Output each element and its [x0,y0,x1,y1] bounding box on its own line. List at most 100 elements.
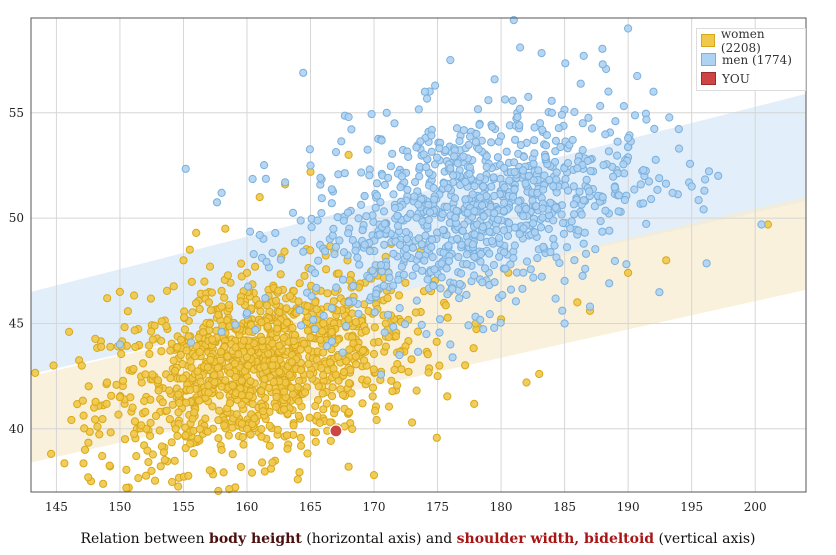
women-point [413,327,422,336]
men-point [389,281,398,290]
women-point [184,471,193,480]
men-swatch-icon [701,53,716,66]
women-point [286,292,295,301]
men-point [442,264,451,273]
men-point [524,171,533,180]
women-point [239,440,248,449]
women-point [31,368,40,377]
men-point [331,148,341,157]
men-point [337,137,346,146]
women-point [231,373,240,382]
women-point [304,345,313,354]
women-point [228,423,237,432]
women-point [174,390,183,399]
women-point [381,342,390,351]
women-point [176,350,185,360]
men-point [510,135,520,144]
men-point [701,175,710,184]
men-point [530,136,539,145]
women-point [126,393,135,402]
men-point [444,257,454,266]
legend-item-men[interactable]: men (1774) [701,50,801,69]
men-point [435,315,445,324]
women-point [91,397,100,406]
women-point [84,473,93,482]
women-point [166,374,175,383]
men-point [414,200,423,209]
men-point [435,144,444,153]
legend-item-women[interactable]: women (2208) [701,27,801,55]
women-point [344,379,354,388]
men-point [427,242,436,252]
legend-item-you[interactable]: YOU [701,69,801,88]
women-point [168,477,177,487]
men-point [430,265,439,274]
women-point [351,318,360,327]
men-point [457,240,466,249]
women-point [205,466,214,475]
women-point [219,468,228,477]
men-point [248,174,257,184]
men-point [479,325,488,334]
women-point [401,278,410,287]
men-point [582,175,591,184]
men-point [649,87,658,96]
women-point [237,259,246,268]
men-point [569,200,579,209]
men-point [545,175,554,185]
men-point [578,271,587,280]
women-point [80,445,90,454]
men-point [368,266,377,275]
men-point [644,177,654,186]
women-point [214,486,223,496]
women-point [305,370,314,379]
women-point [217,286,226,295]
men-point [450,194,460,203]
women-point [230,359,239,368]
women-point [326,418,335,427]
men-point [327,337,336,346]
men-point [403,185,412,194]
women-point [165,415,174,424]
women-point [274,286,283,295]
men-point [694,196,703,205]
women-point [97,342,106,351]
women-point [165,386,174,395]
men-point [320,247,330,256]
men-point [579,239,588,248]
men-point [332,283,341,292]
women-point [178,374,187,383]
men-point [427,147,436,156]
women-point [300,271,309,280]
men-point [455,279,464,289]
men-point [653,185,662,194]
men-point [427,131,436,140]
women-point [242,268,252,277]
women-point [102,399,111,408]
women-point [237,419,246,428]
women-point [312,305,321,314]
women-point [114,410,123,419]
women-point [139,359,148,368]
men-point [217,188,226,197]
men-point [435,328,444,337]
men-point [585,187,594,196]
men-point [395,304,404,313]
women-point [102,378,112,387]
women-point [141,407,150,416]
men-point [446,164,455,173]
men-point [429,183,438,193]
men-point [511,297,521,306]
women-point [279,387,289,396]
women-point [225,399,235,408]
men-point [246,227,255,236]
legend-label-men: men (1774) [722,52,792,67]
men-point [372,179,382,188]
men-point [586,166,595,176]
women-point [443,313,452,322]
men-point [489,260,498,270]
men-point [476,193,485,202]
men-point [371,203,380,212]
men-point [674,125,683,134]
men-point [396,183,405,192]
